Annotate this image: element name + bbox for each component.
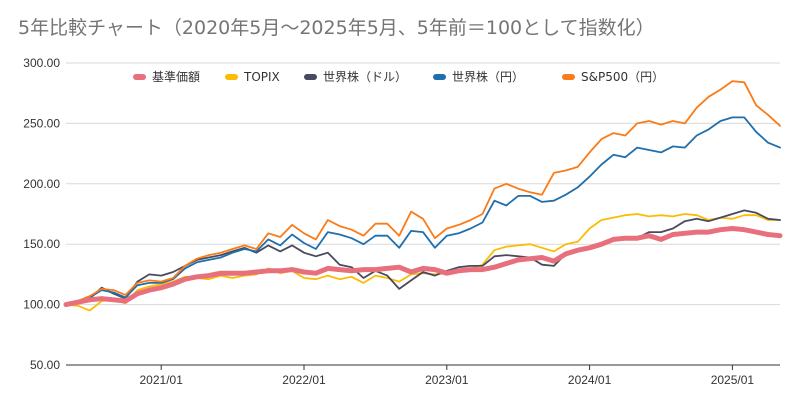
grid: [66, 62, 780, 306]
legend-label: 世界株（ドル）: [323, 69, 407, 84]
chart-title: 5年比較チャート（2020年5月〜2025年5月、5年前＝100として指数化）: [18, 17, 655, 39]
legend-label: 世界株（円）: [452, 69, 524, 84]
y-tick-label: 250.00: [23, 116, 60, 130]
legend-label: S&P500（円）: [581, 70, 664, 84]
x-tick-label: 2024/01: [568, 373, 612, 387]
legend-label: 基準価額: [152, 69, 200, 84]
legend-swatch: [304, 74, 317, 80]
legend: 基準価額 TOPIX 世界株（ドル） 世界株（円） S&P500（円）: [133, 69, 664, 84]
y-tick-label: 300.00: [23, 56, 60, 70]
series-line-3: [65, 116, 781, 305]
axes: 50.00 100.00 150.00 200.00 250.00 300.00 2021/…: [23, 56, 780, 387]
y-tick-label: 50.00: [30, 358, 60, 372]
y-tick-label: 150.00: [23, 237, 60, 251]
series-line-2: [65, 209, 781, 305]
x-tick-label: 2023/01: [425, 373, 469, 387]
legend-swatch: [225, 74, 238, 80]
x-tick-label: 2022/01: [282, 373, 326, 387]
legend-swatch: [433, 74, 446, 80]
y-tick-label: 200.00: [23, 177, 60, 191]
series-line-0: [63, 226, 783, 308]
y-tick-label: 100.00: [23, 298, 60, 312]
x-tick-label: 2025/01: [711, 373, 755, 387]
series-lines: [63, 80, 783, 312]
x-tick-label: 2021/01: [140, 373, 184, 387]
legend-swatch: [133, 74, 146, 80]
legend-swatch: [562, 74, 575, 80]
series-line-4: [65, 80, 781, 305]
legend-label: TOPIX: [243, 70, 280, 84]
